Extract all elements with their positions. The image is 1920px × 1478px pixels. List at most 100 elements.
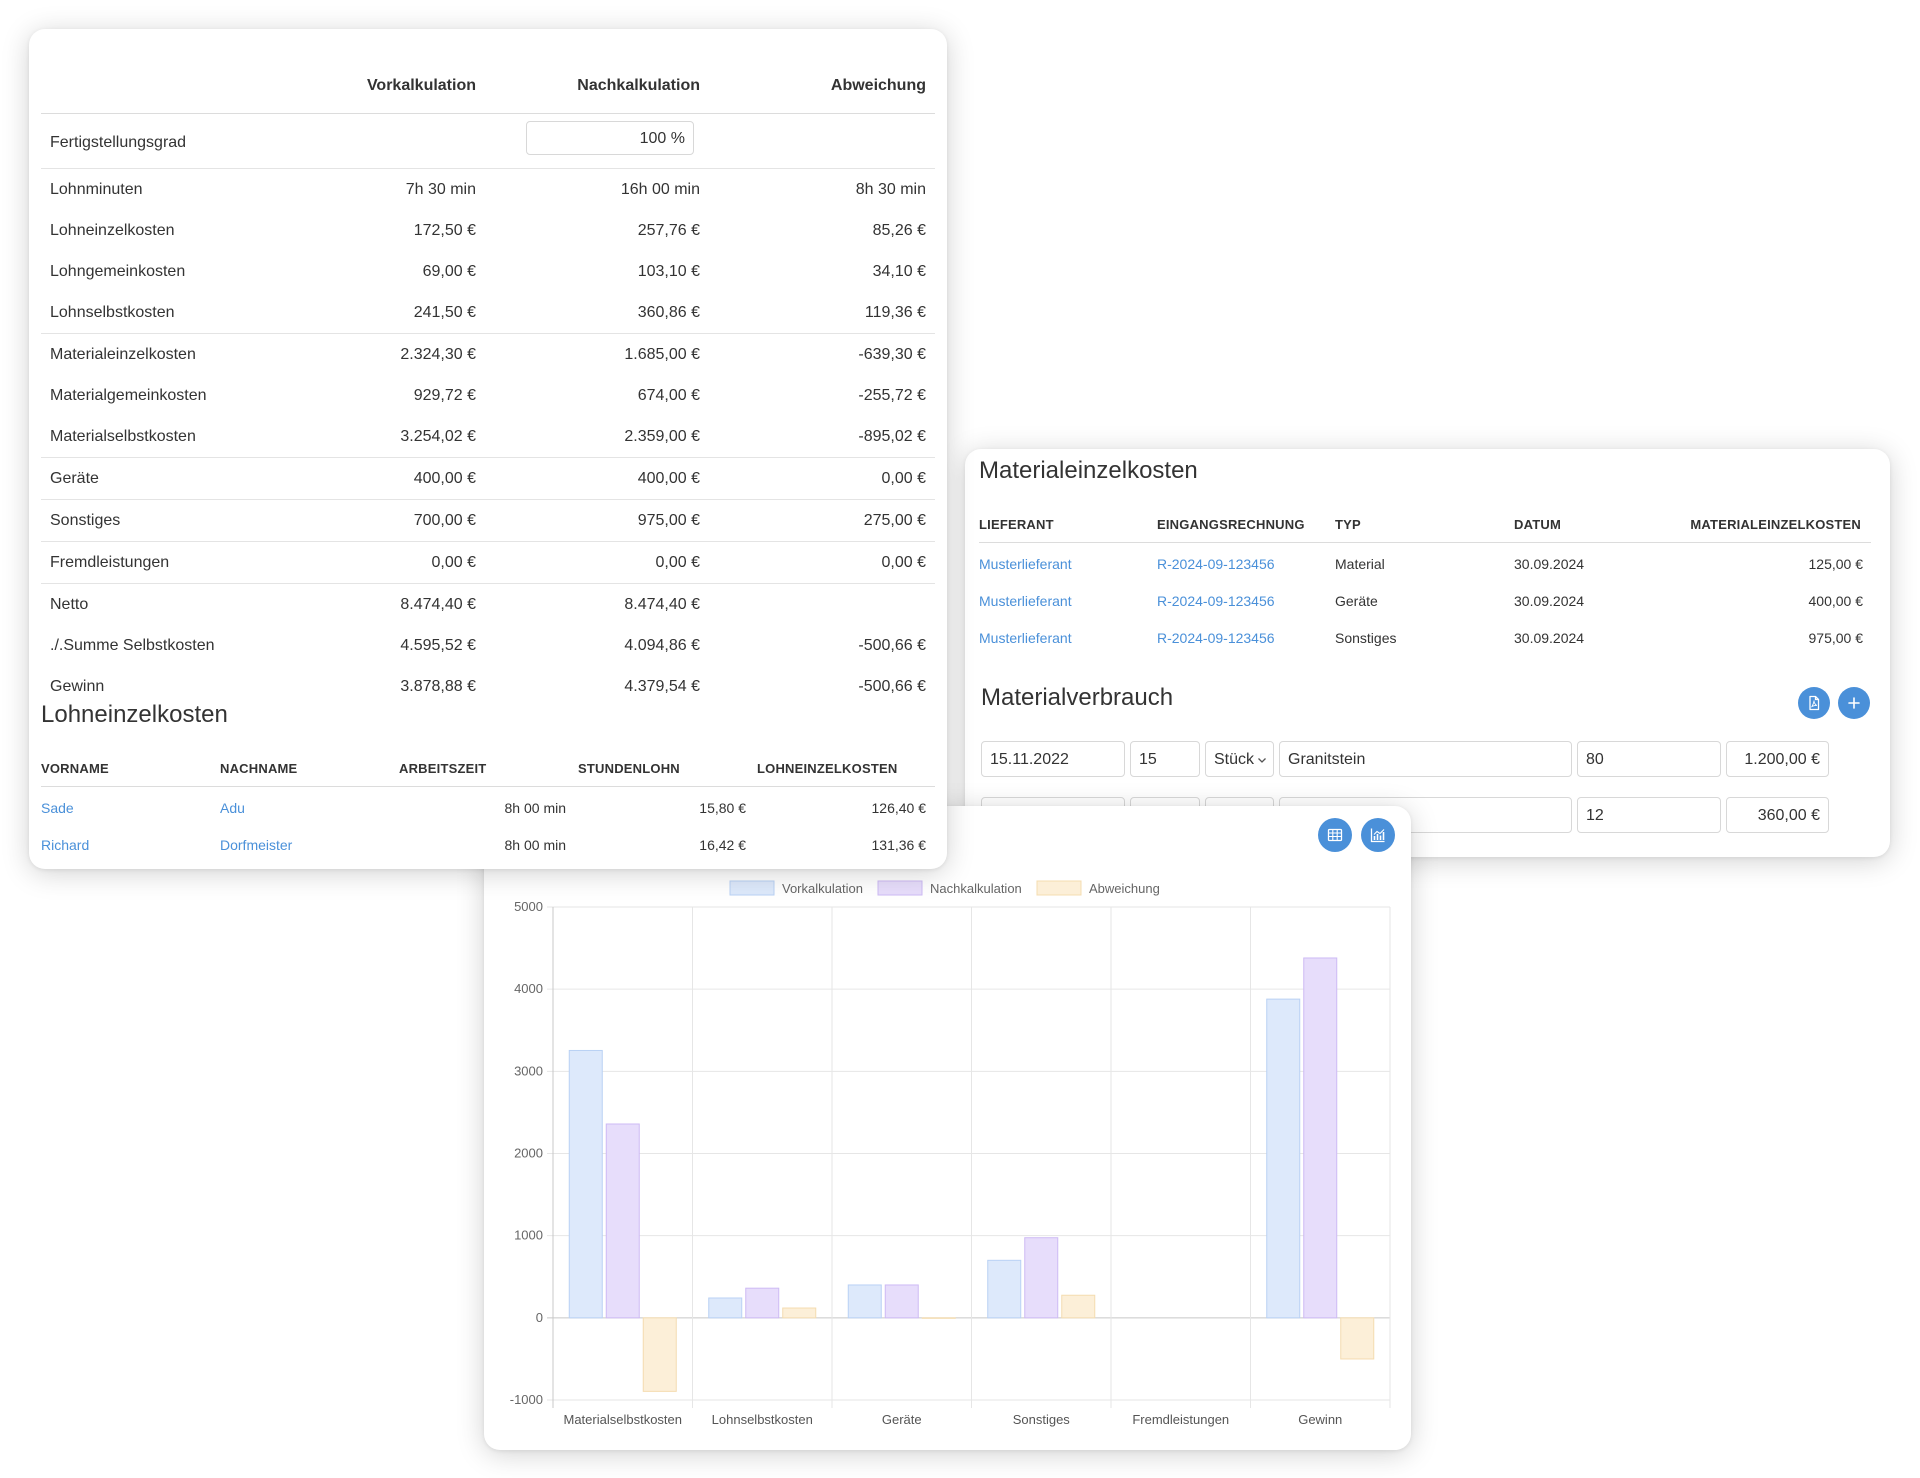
mat-rechnung-link[interactable]: R-2024-09-123456	[1157, 556, 1275, 572]
lohn-vorname-link[interactable]: Richard	[41, 837, 90, 853]
bar-vorkalkulation	[568, 1049, 603, 1319]
lohn-nachname-link[interactable]: Adu	[220, 800, 245, 816]
kalkulation-card: Vorkalkulation Nachkalkulation Abweichun…	[29, 29, 947, 869]
mat-lieferant-link[interactable]: Musterlieferant	[979, 556, 1072, 572]
kalk-row: Lohngemeinkosten 69,00 € 103,10 € 34,10 €	[41, 251, 935, 292]
add-material-button[interactable]	[1838, 687, 1870, 719]
fertigstellungsgrad-input[interactable]: 100 %	[526, 121, 694, 155]
y-tick-label: 1000	[514, 1228, 543, 1243]
bar-nachkalkulation	[1024, 1237, 1059, 1319]
row-vor: 241,50 €	[413, 304, 476, 321]
row-abw: -500,66 €	[858, 637, 926, 654]
row-vor: 8.474,40 €	[400, 596, 476, 613]
row-nach: 360,86 €	[637, 304, 700, 321]
row-label: Materialselbstkosten	[50, 428, 196, 445]
materialverbrauch-title: Materialverbrauch	[981, 684, 1174, 711]
lohn-arbeitszeit: 8h 00 min	[504, 800, 566, 816]
mat-lieferant-link[interactable]: Musterlieferant	[979, 630, 1072, 646]
mat-typ: Geräte	[1335, 593, 1378, 609]
kalkulation-header-row: Vorkalkulation Nachkalkulation Abweichun…	[41, 51, 935, 114]
row-vor: 400,00 €	[413, 470, 476, 487]
materialeinzelkosten-title: Materialeinzelkosten	[979, 457, 1198, 484]
bar-nachkalkulation	[1303, 957, 1338, 1319]
lohn-arbeitszeit: 8h 00 min	[504, 837, 566, 853]
bar-nachkalkulation	[884, 1284, 919, 1319]
pdf-export-button[interactable]	[1798, 687, 1830, 719]
kalk-row: Netto 8.474,40 € 8.474,40 €	[41, 583, 935, 625]
legend-swatch	[877, 880, 923, 896]
table-view-button[interactable]	[1318, 818, 1352, 852]
verbrauch-menge-input[interactable]: 15	[1130, 741, 1200, 777]
lohn-kosten: 131,36 €	[871, 837, 927, 853]
mat-header-typ: TYP	[1335, 517, 1361, 532]
verbrauch-summe-input[interactable]: 360,00 €	[1726, 797, 1829, 833]
row-vor: 0,00 €	[431, 554, 476, 571]
row-vor: 3.878,88 €	[400, 678, 476, 695]
einheit-value: Stück	[1214, 751, 1255, 768]
row-abw: 34,10 €	[872, 263, 926, 280]
mat-rechnung-link[interactable]: R-2024-09-123456	[1157, 593, 1275, 609]
row-vor: 7h 30 min	[405, 181, 476, 198]
lohn-nachname-link[interactable]: Dorfmeister	[220, 837, 293, 853]
row-abw: 8h 30 min	[855, 181, 926, 198]
lohn-stundenlohn: 15,80 €	[699, 800, 746, 816]
row-nach: 2.359,00 €	[624, 428, 700, 445]
row-abw: 0,00 €	[881, 554, 926, 571]
bar-nachkalkulation	[605, 1123, 640, 1319]
y-tick-label: 3000	[514, 1063, 543, 1078]
verbrauch-summe-input[interactable]: 1.200,00 €	[1726, 741, 1829, 777]
row-nach: 400,00 €	[637, 470, 700, 487]
y-tick-label: 4000	[514, 981, 543, 996]
kalk-row: Lohneinzelkosten 172,50 € 257,76 € 85,26 €	[41, 210, 935, 251]
chart-icon	[1370, 828, 1385, 843]
mat-datum: 30.09.2024	[1514, 630, 1585, 646]
row-nach: 1.685,00 €	[624, 346, 700, 363]
lohn-vorname-link[interactable]: Sade	[41, 800, 74, 816]
kalkulation-table: Vorkalkulation Nachkalkulation Abweichun…	[41, 51, 935, 707]
row-nach: 975,00 €	[637, 512, 700, 529]
bar-vorkalkulation	[987, 1259, 1022, 1319]
kalk-row: Fremdleistungen 0,00 € 0,00 € 0,00 €	[41, 541, 935, 583]
x-tick-label: Lohnselbstkosten	[712, 1412, 813, 1427]
kalk-row: Lohnminuten 7h 30 min 16h 00 min 8h 30 min	[41, 168, 935, 210]
header-nachkalkulation: Nachkalkulation	[577, 77, 700, 94]
x-tick-label: Geräte	[882, 1412, 922, 1427]
row-vor: 69,00 €	[422, 263, 476, 280]
row-abw: -500,66 €	[858, 678, 926, 695]
verbrauch-preis-input[interactable]: 80	[1577, 741, 1721, 777]
plus-icon	[1848, 697, 1860, 709]
row-label: Fremdleistungen	[50, 554, 170, 571]
mat-lieferant-link[interactable]: Musterlieferant	[979, 593, 1072, 609]
lohneinzelkosten-title: Lohneinzelkosten	[41, 701, 228, 728]
lohn-stundenlohn: 16,42 €	[699, 837, 746, 853]
lohn-header-lohneinzelkosten: LOHNEINZELKOSTEN	[757, 761, 898, 776]
row-label: Netto	[50, 596, 89, 613]
mat-datum: 30.09.2024	[1514, 556, 1585, 572]
x-tick-label: Gewinn	[1298, 1412, 1342, 1427]
legend-swatch	[1036, 880, 1082, 896]
row-label: Geräte	[50, 470, 99, 487]
verbrauch-artikel-input[interactable]: Granitstein	[1279, 741, 1572, 777]
row-label: Materialeinzelkosten	[50, 346, 196, 363]
mat-header-materialeinzelkosten: MATERIALEINZELKOSTEN	[1690, 517, 1861, 532]
kalk-row: Gewinn 3.878,88 € 4.379,54 € -500,66 €	[41, 666, 935, 707]
lohn-header-arbeitszeit: ARBEITSZEIT	[399, 761, 487, 776]
row-abw: 0,00 €	[881, 470, 926, 487]
x-tick-label: Fremdleistungen	[1132, 1412, 1229, 1427]
row-abw: 85,26 €	[872, 222, 926, 239]
kalk-row: Geräte 400,00 € 400,00 € 0,00 €	[41, 457, 935, 499]
row-vor: 700,00 €	[413, 512, 476, 529]
row-nach: 16h 00 min	[620, 181, 700, 198]
verbrauch-preis-input[interactable]: 12	[1577, 797, 1721, 833]
row-vor: 4.595,52 €	[400, 637, 476, 654]
verbrauch-datum-input[interactable]: 15.11.2022	[981, 741, 1125, 777]
row-abw: 119,36 €	[864, 304, 926, 321]
row-vor: 3.254,02 €	[400, 428, 476, 445]
mat-rechnung-link[interactable]: R-2024-09-123456	[1157, 630, 1275, 646]
y-tick-label: 5000	[514, 899, 543, 914]
verbrauch-einheit-select[interactable]: Stück	[1205, 741, 1274, 777]
chart-view-button[interactable]	[1361, 818, 1395, 852]
row-vor: 2.324,30 €	[400, 346, 476, 363]
bar-abweichung	[782, 1307, 817, 1319]
lohn-header-stundenlohn: STUNDENLOHN	[578, 761, 680, 776]
